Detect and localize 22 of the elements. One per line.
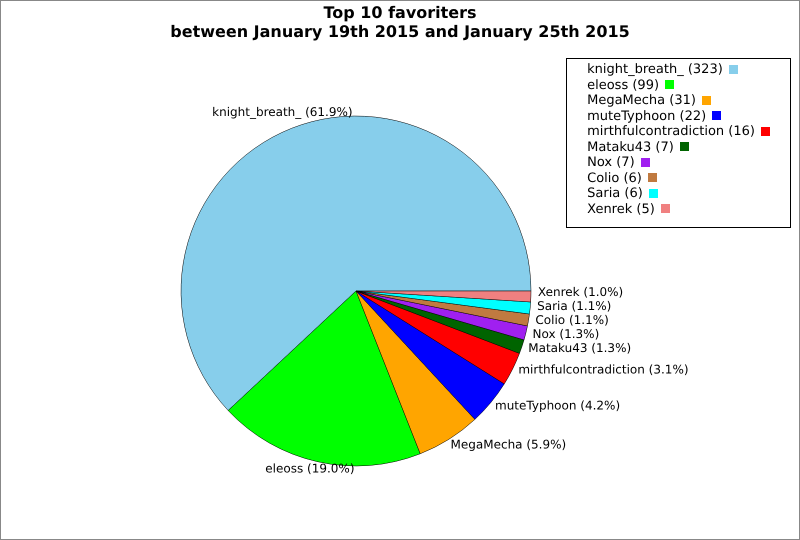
- legend-label: eleoss (99): [587, 78, 660, 92]
- chart-subtitle: between January 19th 2015 and January 25th 2015: [169, 22, 631, 41]
- data-label: Saria (1.1%): [537, 298, 612, 313]
- legend-label: Nox (7): [587, 155, 635, 170]
- legend-label: mirthfulcontradiction (16): [587, 124, 755, 139]
- chart-title: Top 10 favoriters: [322, 3, 478, 22]
- data-label: eleoss (19.0%): [265, 461, 355, 476]
- legend-label: Xenrek (5): [587, 202, 655, 216]
- data-label: muteTyphoon (4.2%): [495, 398, 620, 412]
- legend-label: Colio (6): [587, 170, 642, 186]
- legend-label: muteTyphoon (22): [587, 108, 706, 124]
- data-label: Nox (1.3%): [532, 326, 600, 341]
- legend-label: knight_breath_ (323): [587, 62, 723, 77]
- legend-label: Mataku43 (7): [587, 140, 674, 154]
- data-label: Mataku43 (1.3%): [528, 340, 632, 355]
- data-label: knight_breath_ (61.9%): [212, 105, 353, 120]
- data-label: mirthfulcontradiction (3.1%): [518, 362, 689, 376]
- legend-label: Saria (6): [587, 186, 643, 201]
- legend-label: MegaMecha (31): [587, 93, 696, 108]
- data-label: Xenrek (1.0%): [538, 284, 624, 299]
- data-label: MegaMecha (5.9%): [450, 437, 566, 452]
- data-label: Colio (1.1%): [535, 312, 609, 327]
